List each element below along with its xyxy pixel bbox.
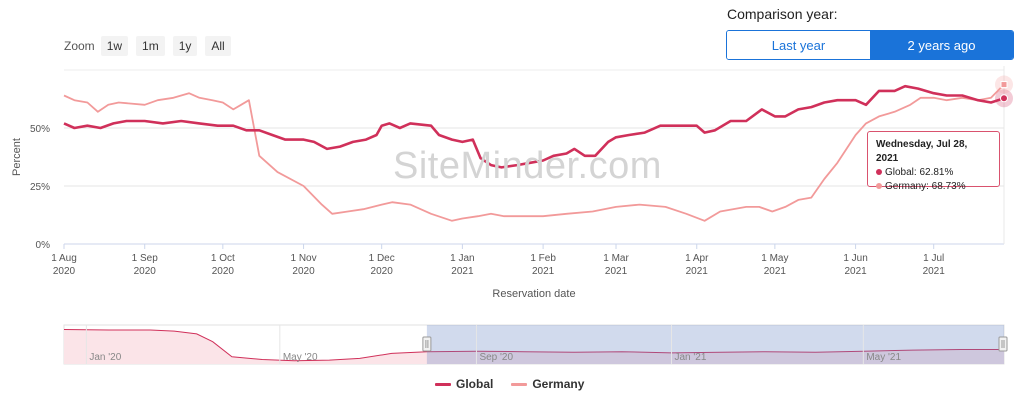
navigator-handle-right[interactable] [998,336,1008,352]
x-tick-label: 1 Jul [923,253,944,264]
y-axis-title: Percent [11,138,23,176]
global-swatch-icon [435,382,451,386]
x-tick-label: 1 Sep [132,253,159,264]
chart-tooltip: Wednesday, Jul 28, 2021 Global: 62.81% G… [867,131,1000,192]
x-tick-label: 1 Apr [685,253,709,264]
zoom-controls: Zoom 1w 1m 1y All [64,36,239,56]
x-tick-label-year: 2021 [686,266,709,277]
germany-swatch-icon [511,382,528,386]
chart-legend: Global Germany [435,377,602,391]
tooltip-line-germany: Germany: 68.73% [876,180,991,194]
x-tick-label: 1 Feb [530,253,556,264]
x-tick-label-year: 2020 [292,266,315,277]
last-year-button[interactable]: Last year [727,31,870,59]
x-tick-label-year: 2021 [605,266,628,277]
zoom-1y-button[interactable]: 1y [172,36,198,56]
y-tick-label: 25% [30,182,50,193]
hover-marker-germany [1000,81,1008,89]
x-tick-label: 1 Nov [290,253,316,264]
zoom-1m-button[interactable]: 1m [136,36,165,56]
x-tick-label-year: 2021 [923,266,946,277]
hover-marker-global [1000,94,1008,103]
germany-dot-icon [876,183,882,190]
x-tick-label-year: 2020 [212,266,235,277]
legend-item-germany[interactable]: Germany [511,377,584,391]
comparison-year-toggle: Last year 2 years ago [726,30,1014,60]
x-tick-label-year: 2020 [53,266,76,277]
x-tick-label: 1 Dec [369,253,395,264]
y-tick-label: 0% [36,240,51,251]
watermark: SiteMinder.com [393,145,662,187]
x-tick-label-year: 2021 [532,266,555,277]
x-tick-label: 1 Jan [450,253,474,264]
x-tick-label: 1 Jun [843,253,867,264]
legend-label-global: Global [456,377,494,391]
y-tick-label: 50% [30,124,50,135]
legend-label-germany: Germany [532,377,585,391]
zoom-1w-button[interactable]: 1w [100,36,129,56]
tooltip-global-value: Global: 62.81% [885,167,954,178]
x-tick-label: 1 May [761,253,788,264]
zoom-all-button[interactable]: All [205,36,231,56]
navigator-area [64,329,1004,364]
navigator-handle-left[interactable] [422,336,432,352]
x-tick-label: 1 Oct [211,253,235,264]
x-tick-label-year: 2021 [844,266,867,277]
comparison-year-label: Comparison year: [727,6,838,22]
navigator-label: May '21 [866,352,901,363]
series-line-global [63,84,1005,169]
navigator-label: May '20 [283,352,318,363]
tooltip-date: Wednesday, Jul 28, 2021 [876,139,968,164]
tooltip-germany-value: Germany: 68.73% [885,181,966,192]
x-axis-title: Reservation date [492,288,575,300]
x-tick-label: 1 Mar [603,253,629,264]
x-tick-label-year: 2020 [371,266,394,277]
navigator-series-line [63,329,1004,362]
zoom-label: Zoom [64,39,95,53]
navigator-label: Jan '20 [89,352,121,363]
legend-item-global[interactable]: Global [435,377,493,391]
global-dot-icon [876,169,882,176]
x-tick-label: 1 Aug [51,253,77,264]
two-years-ago-button[interactable]: 2 years ago [870,31,1013,59]
navigator-selection [426,325,1005,364]
tooltip-line-global: Global: 62.81% [876,166,991,180]
navigator-label: Jan '21 [674,352,706,363]
series-line-germany [63,83,1005,222]
navigator-label: Sep '20 [479,352,513,363]
x-tick-label-year: 2021 [764,266,787,277]
x-tick-label-year: 2020 [134,266,157,277]
x-tick-label-year: 2021 [451,266,474,277]
